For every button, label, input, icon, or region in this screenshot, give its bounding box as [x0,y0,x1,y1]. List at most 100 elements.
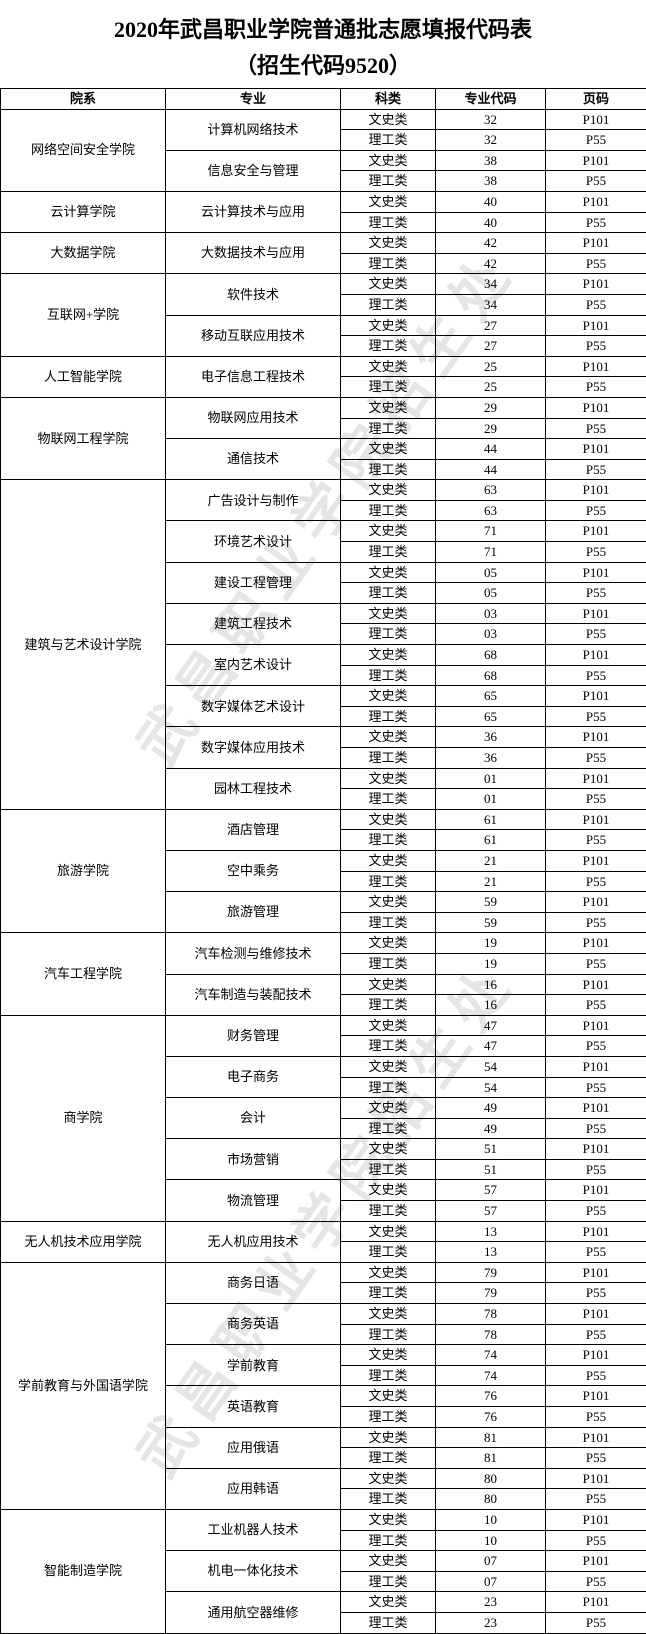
category-cell: 文史类 [341,603,436,624]
code-cell: 25 [436,356,546,377]
page-cell: P101 [546,356,646,377]
page-cell: P55 [546,1489,646,1510]
page-cell: P101 [546,974,646,995]
col-header-code: 专业代码 [436,89,546,110]
page-cell: P101 [546,645,646,666]
category-cell: 文史类 [341,768,436,789]
page-cell: P101 [546,686,646,707]
category-cell: 理工类 [341,418,436,439]
code-cell: 65 [436,686,546,707]
code-cell: 03 [436,603,546,624]
category-cell: 文史类 [341,892,436,913]
major-cell: 财务管理 [166,1015,341,1056]
category-cell: 文史类 [341,974,436,995]
dept-cell: 物联网工程学院 [1,397,166,479]
code-cell: 19 [436,933,546,954]
category-cell: 文史类 [341,274,436,295]
page-cell: P55 [546,212,646,233]
major-cell: 机电一体化技术 [166,1551,341,1592]
page-cell: P55 [546,130,646,151]
category-cell: 文史类 [341,1427,436,1448]
code-cell: 65 [436,706,546,727]
code-cell: 81 [436,1448,546,1469]
page-cell: P101 [546,109,646,130]
category-cell: 文史类 [341,1098,436,1119]
code-cell: 40 [436,191,546,212]
category-cell: 文史类 [341,727,436,748]
dept-cell: 汽车工程学院 [1,933,166,1015]
major-cell: 学前教育 [166,1345,341,1386]
code-cell: 47 [436,1015,546,1036]
page-cell: P55 [546,583,646,604]
category-cell: 文史类 [341,686,436,707]
category-cell: 理工类 [341,336,436,357]
code-cell: 05 [436,562,546,583]
code-cell: 42 [436,233,546,254]
category-cell: 理工类 [341,1324,436,1345]
table-row: 汽车工程学院汽车检测与维修技术文史类19P101 [1,933,646,954]
code-cell: 23 [436,1592,546,1613]
page-cell: P101 [546,850,646,871]
table-row: 互联网+学院软件技术文史类34P101 [1,274,646,295]
code-cell: 78 [436,1324,546,1345]
code-cell: 74 [436,1345,546,1366]
code-cell: 78 [436,1304,546,1325]
category-cell: 理工类 [341,212,436,233]
page-cell: P55 [546,1448,646,1469]
major-cell: 广告设计与制作 [166,480,341,521]
category-cell: 文史类 [341,1262,436,1283]
page-cell: P101 [546,480,646,501]
category-cell: 文史类 [341,1221,436,1242]
table-row: 学前教育与外国语学院商务日语文史类79P101 [1,1262,646,1283]
col-header-major: 专业 [166,89,341,110]
page-cell: P55 [546,995,646,1016]
code-cell: 57 [436,1201,546,1222]
dept-cell: 旅游学院 [1,809,166,933]
page-cell: P55 [546,171,646,192]
dept-cell: 大数据学院 [1,233,166,274]
code-cell: 59 [436,912,546,933]
dept-cell: 无人机技术应用学院 [1,1221,166,1262]
category-cell: 理工类 [341,1530,436,1551]
col-header-page: 页码 [546,89,646,110]
code-cell: 27 [436,315,546,336]
major-cell: 电子商务 [166,1056,341,1097]
page-cell: P101 [546,1345,646,1366]
dept-cell: 互联网+学院 [1,274,166,356]
table-row: 云计算学院云计算技术与应用文史类40P101 [1,191,646,212]
code-cell: 79 [436,1262,546,1283]
page-cell: P55 [546,459,646,480]
code-cell: 59 [436,892,546,913]
table-row: 大数据学院大数据技术与应用文史类42P101 [1,233,646,254]
category-cell: 文史类 [341,315,436,336]
code-cell: 76 [436,1407,546,1428]
code-cell: 42 [436,253,546,274]
page-cell: P55 [546,500,646,521]
code-cell: 03 [436,624,546,645]
code-cell: 63 [436,480,546,501]
page-title-line2: （招生代码9520） [0,48,646,88]
page-cell: P101 [546,1592,646,1613]
major-cell: 应用俄语 [166,1427,341,1468]
category-cell: 理工类 [341,1036,436,1057]
code-cell: 21 [436,850,546,871]
code-cell: 10 [436,1509,546,1530]
major-cell: 大数据技术与应用 [166,233,341,274]
page-cell: P55 [546,294,646,315]
category-cell: 理工类 [341,1283,436,1304]
code-cell: 38 [436,150,546,171]
page-cell: P55 [546,1612,646,1633]
table-body: 网络空间安全学院计算机网络技术文史类32P101理工类32P55信息安全与管理文… [1,109,646,1633]
code-cell: 05 [436,583,546,604]
category-cell: 理工类 [341,171,436,192]
dept-cell: 商学院 [1,1015,166,1221]
code-cell: 68 [436,645,546,666]
page-cell: P101 [546,1056,646,1077]
page-cell: P55 [546,1036,646,1057]
category-cell: 理工类 [341,583,436,604]
code-cell: 80 [436,1468,546,1489]
category-cell: 理工类 [341,1159,436,1180]
page-cell: P101 [546,233,646,254]
table-row: 建筑与艺术设计学院广告设计与制作文史类63P101 [1,480,646,501]
major-cell: 计算机网络技术 [166,109,341,150]
